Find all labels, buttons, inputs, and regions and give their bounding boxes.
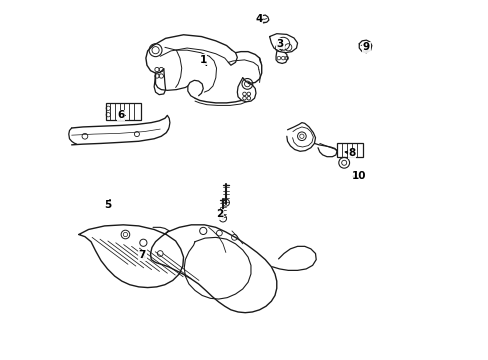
Text: 10: 10 — [351, 171, 366, 181]
Text: 1: 1 — [199, 55, 206, 65]
Text: 7: 7 — [138, 250, 146, 260]
Text: 5: 5 — [103, 200, 111, 210]
Text: 8: 8 — [348, 148, 355, 158]
Bar — [106, 103, 140, 120]
Text: 6: 6 — [117, 111, 124, 121]
Text: 2: 2 — [215, 209, 223, 219]
Text: 3: 3 — [276, 39, 284, 49]
Text: 9: 9 — [362, 42, 369, 52]
Bar — [336, 143, 362, 157]
Text: 4: 4 — [255, 14, 262, 24]
